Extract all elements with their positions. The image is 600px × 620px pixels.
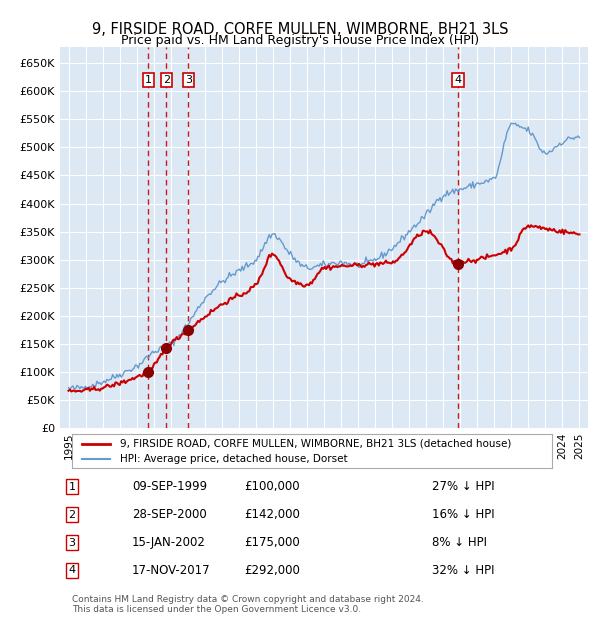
Text: This data is licensed under the Open Government Licence v3.0.: This data is licensed under the Open Gov… <box>72 604 361 614</box>
Text: 1: 1 <box>68 482 76 492</box>
Text: £100,000: £100,000 <box>244 480 300 493</box>
Text: 17-NOV-2017: 17-NOV-2017 <box>132 564 211 577</box>
Text: Price paid vs. HM Land Registry's House Price Index (HPI): Price paid vs. HM Land Registry's House … <box>121 34 479 47</box>
Text: £175,000: £175,000 <box>244 536 300 549</box>
Text: 3: 3 <box>185 75 192 85</box>
Text: 27% ↓ HPI: 27% ↓ HPI <box>432 480 494 493</box>
Text: 32% ↓ HPI: 32% ↓ HPI <box>432 564 494 577</box>
Text: 09-SEP-1999: 09-SEP-1999 <box>132 480 207 493</box>
Text: HPI: Average price, detached house, Dorset: HPI: Average price, detached house, Dors… <box>120 454 347 464</box>
Text: 9, FIRSIDE ROAD, CORFE MULLEN, WIMBORNE, BH21 3LS (detached house): 9, FIRSIDE ROAD, CORFE MULLEN, WIMBORNE,… <box>120 438 511 448</box>
Text: 9, FIRSIDE ROAD, CORFE MULLEN, WIMBORNE, BH21 3LS: 9, FIRSIDE ROAD, CORFE MULLEN, WIMBORNE,… <box>92 22 508 37</box>
Text: 15-JAN-2002: 15-JAN-2002 <box>132 536 206 549</box>
Text: 2: 2 <box>163 75 170 85</box>
Text: 4: 4 <box>68 565 76 575</box>
Text: 8% ↓ HPI: 8% ↓ HPI <box>432 536 487 549</box>
Text: 3: 3 <box>68 538 76 547</box>
Text: 4: 4 <box>455 75 462 85</box>
Text: 2: 2 <box>68 510 76 520</box>
Text: 16% ↓ HPI: 16% ↓ HPI <box>432 508 494 521</box>
Text: 28-SEP-2000: 28-SEP-2000 <box>132 508 207 521</box>
Text: £292,000: £292,000 <box>244 564 300 577</box>
Text: 1: 1 <box>145 75 152 85</box>
Text: £142,000: £142,000 <box>244 508 300 521</box>
Text: Contains HM Land Registry data © Crown copyright and database right 2024.: Contains HM Land Registry data © Crown c… <box>72 595 424 604</box>
